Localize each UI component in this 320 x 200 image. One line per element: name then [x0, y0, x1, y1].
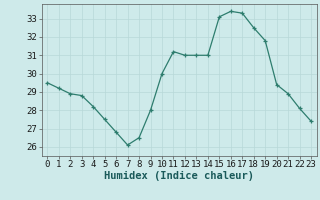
- X-axis label: Humidex (Indice chaleur): Humidex (Indice chaleur): [104, 171, 254, 181]
